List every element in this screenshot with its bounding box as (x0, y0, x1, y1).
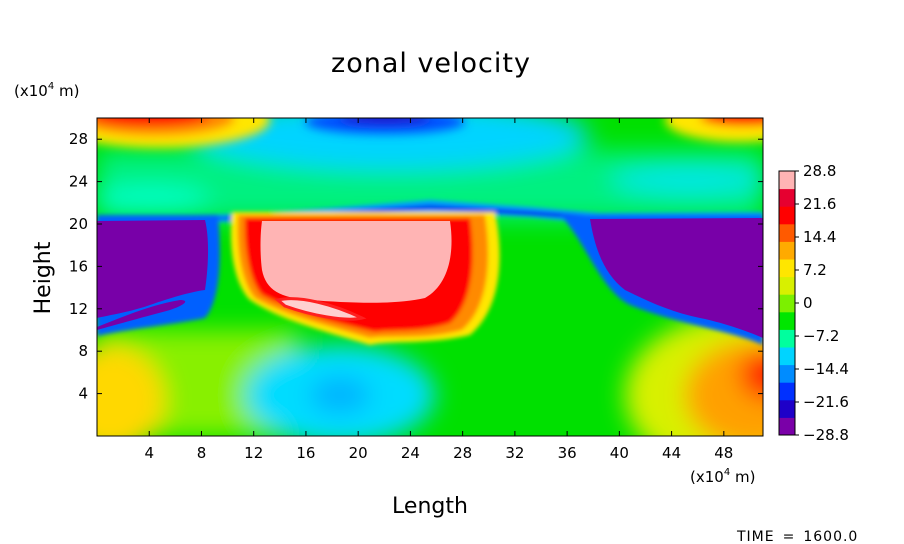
low-left-purple-lobe (97, 300, 186, 330)
y-tick-label: 4 (78, 385, 88, 403)
colorbar-swatch (779, 311, 795, 330)
x-tick-label: 32 (505, 444, 524, 462)
colorbar: 28.8 21.6 14.4 7.2 0 −7.2 −14.4 −21.6 −28.8 (778, 162, 849, 444)
low-right-purple (590, 218, 763, 338)
x-tick-label: 4 (144, 444, 154, 462)
right-cyan-under-band (610, 166, 763, 194)
top-mid-blue (305, 118, 465, 134)
x-tick-label: 12 (244, 444, 263, 462)
colorbar-tick-label: 7.2 (803, 261, 827, 279)
colorbar-tick-label: −7.2 (803, 327, 839, 345)
colorbar-swatch (779, 188, 795, 207)
top-right-red (700, 118, 763, 126)
y-tick-label: 20 (69, 215, 88, 233)
colorbar-tick-label: 14.4 (803, 228, 836, 246)
bottom-left-yellow (97, 345, 165, 436)
x-tick-label: 48 (714, 444, 733, 462)
tick-marks (97, 118, 763, 436)
y-tick-label: 28 (69, 130, 88, 148)
colorbar-swatch (779, 206, 795, 225)
x-tick-label: 36 (558, 444, 577, 462)
colorbar-tick-label: 21.6 (803, 195, 836, 213)
colorbar-swatch (779, 364, 795, 383)
colorbar-swatch (779, 399, 795, 418)
colorbar-swatch (779, 171, 795, 190)
time-readout: TIME = 1600.0 (736, 529, 858, 544)
x-tick-label: 28 (453, 444, 472, 462)
colorbar-swatch (779, 241, 795, 260)
y-axis-unit: (x104 m) (14, 81, 79, 100)
mid-cyan-left (97, 186, 210, 210)
y-axis-label: Height (31, 241, 56, 314)
colorbar-tick-label: −14.4 (803, 360, 849, 378)
colorbar-swatch (779, 259, 795, 278)
jet-core-streak (274, 297, 367, 321)
y-tick-label: 12 (69, 300, 88, 318)
colorbar-swatch (779, 329, 795, 348)
low-left-purple (97, 220, 209, 318)
heatmap-field (97, 118, 763, 436)
plot-frame (96, 117, 764, 437)
x-tick-label: 44 (662, 444, 681, 462)
y-tick-label: 16 (69, 257, 88, 275)
x-axis-unit: (x104 m) (690, 467, 755, 486)
x-tick-label: 40 (610, 444, 629, 462)
colorbar-tick-label: −21.6 (803, 393, 849, 411)
jet-core-pink (260, 221, 452, 303)
top-mid-dark-blue (340, 118, 430, 124)
colorbar-tick-label: −28.8 (803, 426, 849, 444)
bottom-right-red (740, 350, 763, 400)
y-tick-label: 8 (78, 342, 88, 360)
top-left-red (97, 118, 209, 126)
colorbar-swatch (779, 382, 795, 401)
y-tick-label: 24 (69, 173, 88, 191)
colorbar-tick-label: 28.8 (803, 162, 836, 180)
colorbar-swatch (779, 347, 795, 366)
x-tick-label: 24 (401, 444, 420, 462)
x-tick-label: 8 (197, 444, 207, 462)
x-axis-label: Length (392, 494, 468, 519)
colorbar-tick-label: 0 (803, 294, 813, 312)
x-tick-label: 16 (296, 444, 315, 462)
colorbar-swatch (779, 223, 795, 242)
colorbar-swatch (779, 276, 795, 295)
bottom-mid-cyan-core (310, 377, 370, 413)
top-mid-cyan (190, 118, 590, 170)
x-tick-label: 20 (349, 444, 368, 462)
colorbar-swatch (779, 294, 795, 313)
colorbar-swatch (779, 417, 795, 436)
chart-title: zonal velocity (331, 48, 531, 79)
